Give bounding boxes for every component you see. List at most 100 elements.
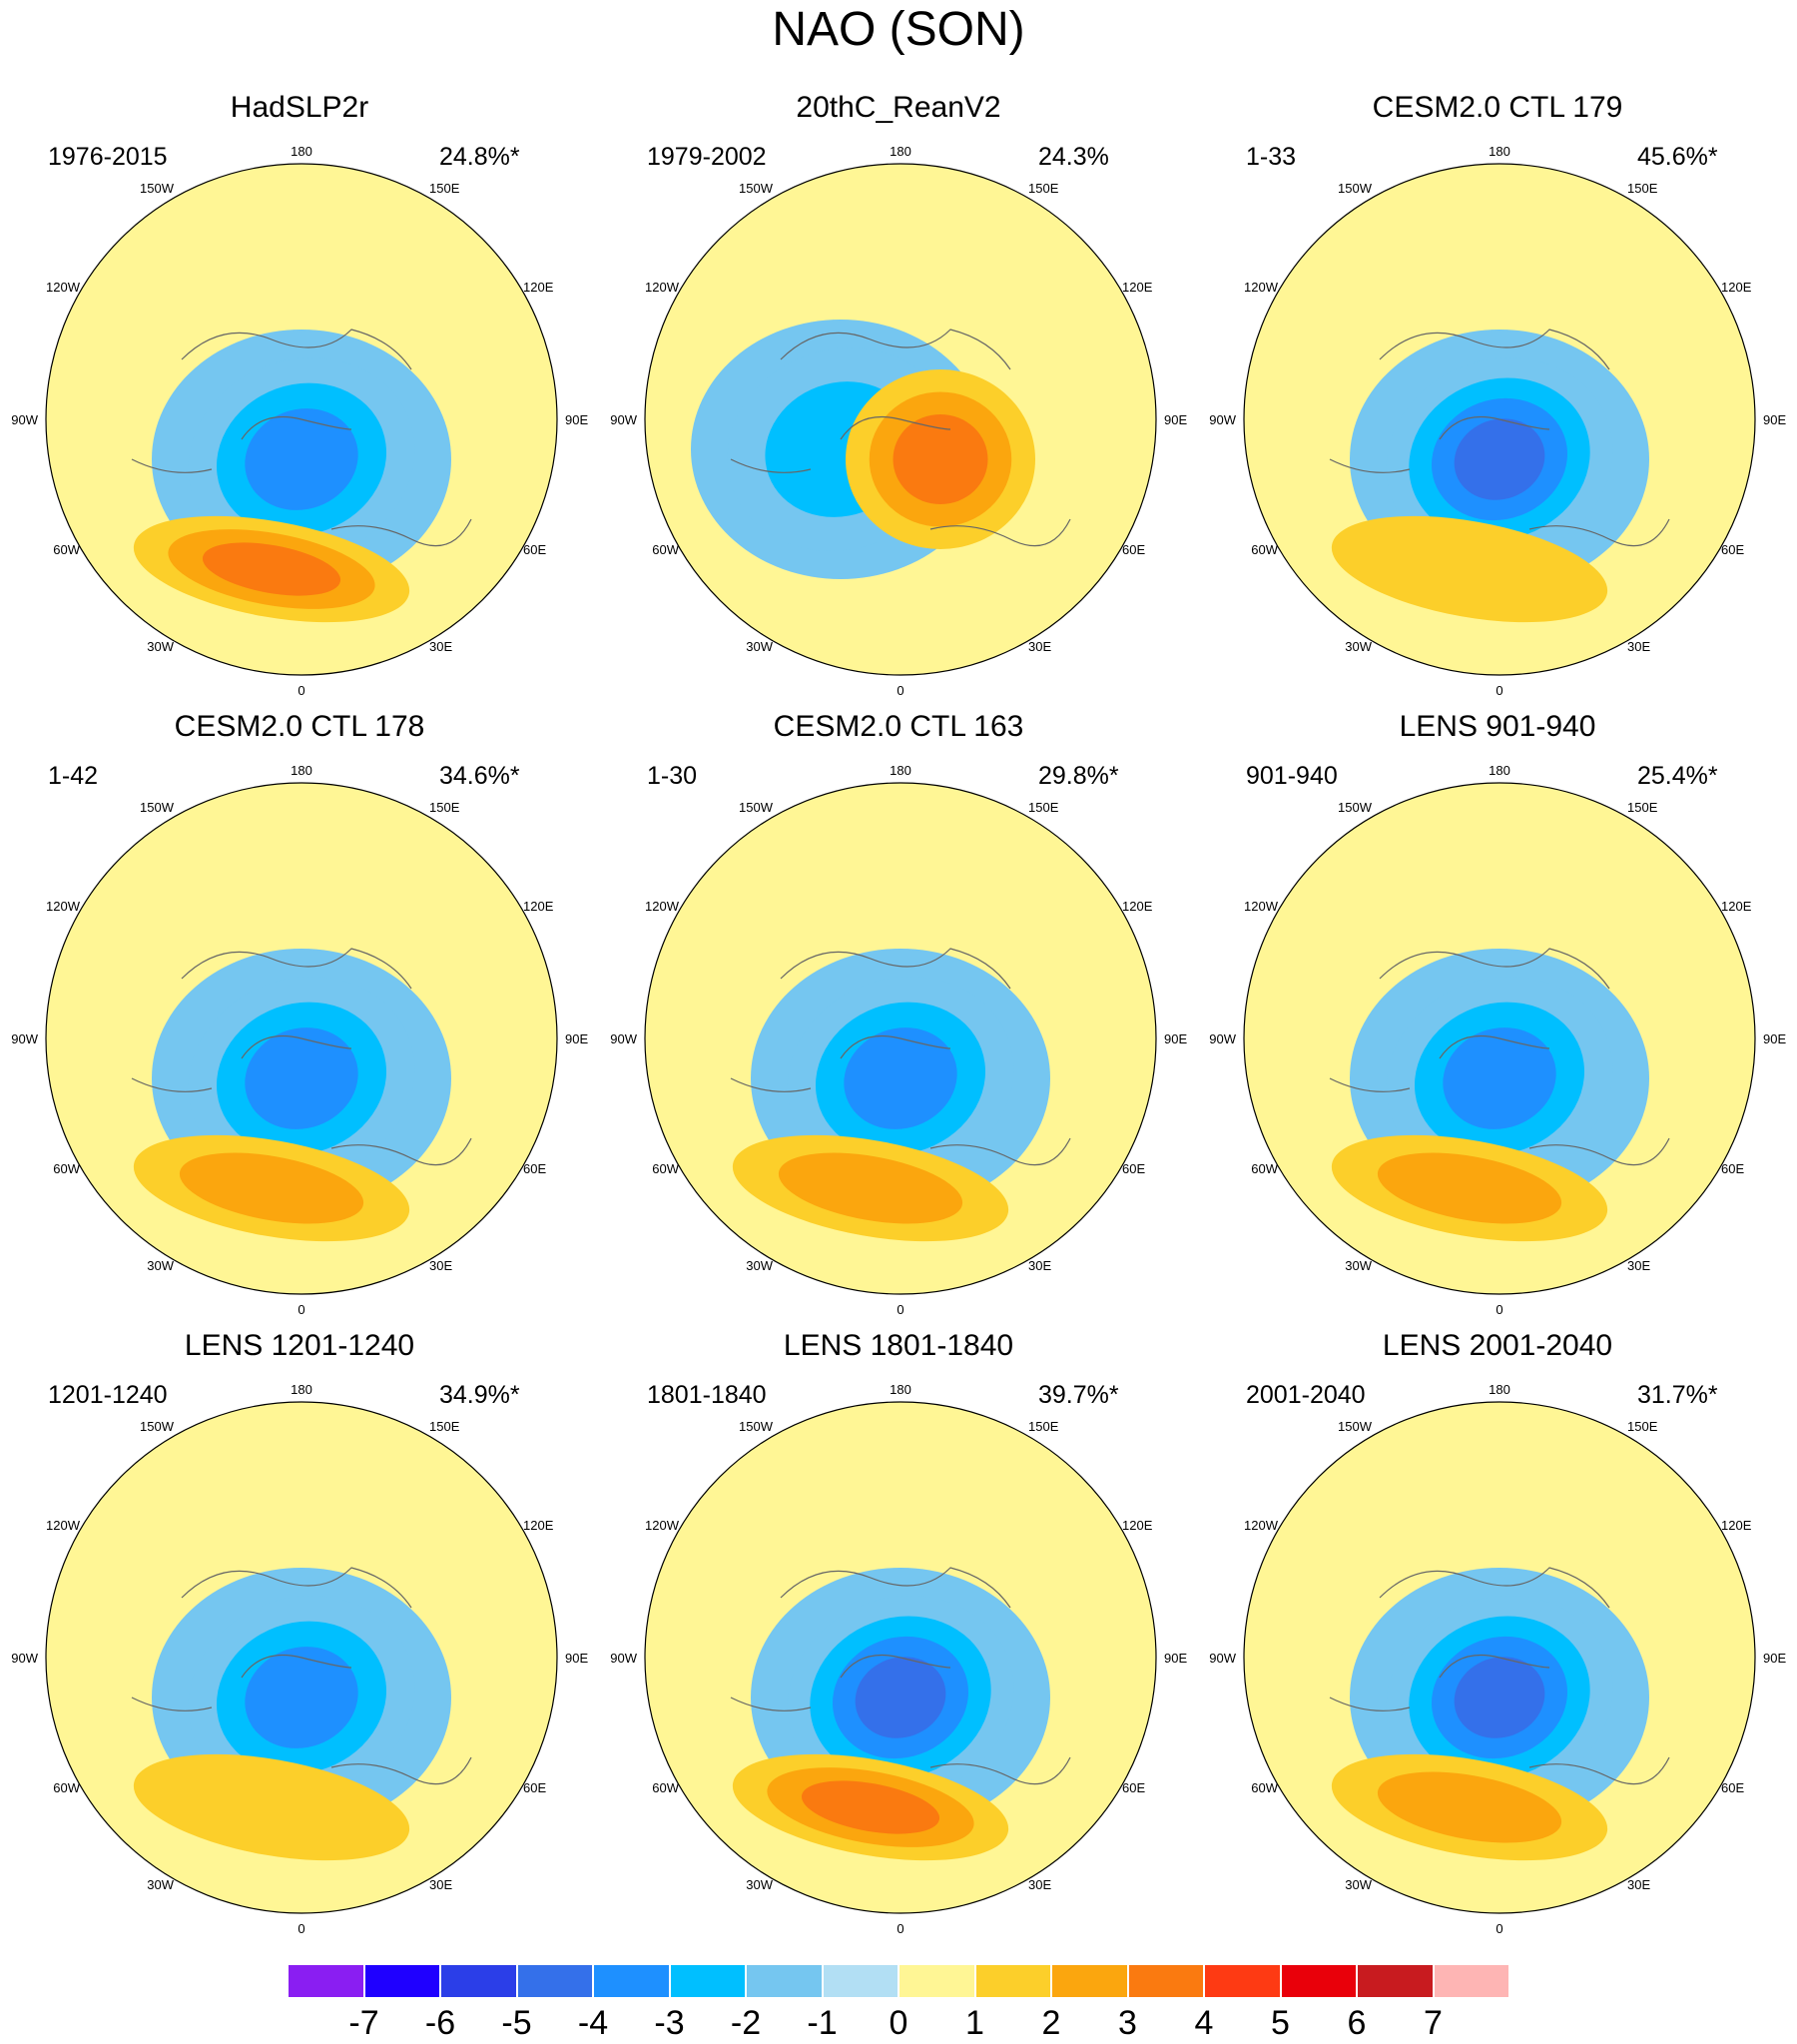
longitude-label: 90W [1209,412,1236,427]
longitude-label: 30W [1345,639,1372,654]
panel-title: HadSLP2r [230,91,369,124]
longitude-label: 60E [1122,1161,1145,1176]
panel-variance: 24.3% [1038,143,1109,171]
longitude-label: 90W [11,412,38,427]
field-contours [645,164,1156,675]
longitude-label: 150E [1028,181,1059,196]
map-panel: 180 150W 150E 120W 120E 90W 90E 60W 60E 30W 30E 0 LE… [599,1328,1198,1947]
colorbar-tick-label: 2 [1041,2004,1061,2042]
map-panel: 180 150W 150E 120W 120E 90W 90E 60W 60E 30W 30E 0 LE… [1198,709,1797,1328]
panel-variance: 34.6%* [439,762,520,790]
longitude-label: 30W [1345,1258,1372,1273]
longitude-label: 30W [147,639,174,654]
longitude-label: 60E [1721,542,1744,557]
map-panel: 180 150W 150E 120W 120E 90W 90E 60W 60E 30W 30E 0 LE… [0,1328,599,1947]
panel-period: 901-940 [1246,762,1338,790]
longitude-label: 150W [739,181,774,196]
panel-title: LENS 1801-1840 [783,1329,1014,1362]
longitude-label: 60W [53,542,80,557]
longitude-label: 120E [1122,899,1153,914]
colorbar-swatch [898,1964,975,1998]
colorbar-swatch [1204,1964,1281,1998]
colorbar-swatch [363,1964,440,1998]
map-border [1243,782,1756,1295]
longitude-label: 0 [298,1921,304,1936]
polar-map: 180 150W 150E 120W 120E 90W 90E 60W 60E 30W 30E 0 [1209,763,1786,1317]
panel-period: 1979-2002 [647,143,767,171]
longitude-label: 150E [429,181,460,196]
panel-period: 1-33 [1246,143,1297,171]
longitude-label: 180 [1489,1382,1510,1397]
panel-period: 1801-1840 [647,1381,767,1409]
polar-map: 180 150W 150E 120W 120E 90W 90E 60W 60E 30W 30E 0 [610,1382,1187,1936]
longitude-label: 30E [429,1258,452,1273]
colorbar-swatch [974,1964,1051,1998]
colorbar-tick-label: 6 [1347,2004,1367,2042]
colorbar-swatch [288,1964,364,1998]
longitude-label: 90W [610,1031,637,1046]
longitude-label: 150E [1627,181,1658,196]
longitude-label: 180 [890,144,911,159]
colorbar-tick-label: 5 [1271,2004,1290,2042]
panel-variance: 34.9%* [439,1381,520,1409]
field-contours [46,164,557,675]
polar-map: 180 150W 150E 120W 120E 90W 90E 60W 60E 30W 30E 0 [610,763,1187,1317]
map-border [1243,1401,1756,1914]
longitude-label: 120E [523,1518,554,1533]
field-contours [645,783,1156,1294]
colorbar-swatch [669,1964,746,1998]
longitude-label: 90W [11,1031,38,1046]
colorbar-tick-label: 3 [1118,2004,1137,2042]
longitude-label: 120W [645,1518,680,1533]
colorbar-tick-label: -6 [424,2004,456,2042]
panel-variance: 25.4%* [1637,762,1718,790]
map-border [45,1401,558,1914]
coastline [131,329,472,547]
longitude-label: 60W [53,1780,80,1795]
longitude-label: 150E [429,800,460,815]
field-contours [1244,1402,1755,1913]
negative-anomaly-level [1443,1027,1556,1129]
field-contours [645,1402,1156,1913]
negative-anomaly-level [1454,1657,1545,1738]
longitude-label: 120W [645,280,680,295]
longitude-label: 90E [1164,1031,1187,1046]
longitude-label: 0 [897,1921,903,1936]
longitude-label: 90W [1209,1651,1236,1666]
panel-period: 1-30 [647,762,698,790]
longitude-label: 60W [1251,1161,1278,1176]
map-panel: 180 150W 150E 120W 120E 90W 90E 60W 60E 30W 30E 0 CE… [1198,90,1797,709]
longitude-label: 90E [1763,412,1786,427]
colorbar-tick-label: -3 [654,2004,685,2042]
positive-anomaly-level [133,1753,410,1861]
longitude-label: 30E [1028,1877,1051,1892]
longitude-label: 150W [140,181,175,196]
longitude-label: 180 [1489,763,1510,778]
longitude-label: 90W [610,1651,637,1666]
longitude-label: 150W [1338,1419,1373,1434]
map-panel: 180 150W 150E 120W 120E 90W 90E 60W 60E 30W 30E 0 LE… [1198,1328,1797,1947]
longitude-label: 60W [53,1161,80,1176]
longitude-label: 30W [746,639,773,654]
longitude-label: 60W [652,1780,679,1795]
longitude-label: 60W [652,1161,679,1176]
longitude-label: 90E [565,412,588,427]
colorbar-swatch [1357,1964,1434,1998]
longitude-label: 90E [1763,1031,1786,1046]
longitude-label: 90E [1164,1651,1187,1666]
coastline [730,948,1071,1166]
longitude-label: 0 [897,1302,903,1317]
longitude-label: 30W [746,1258,773,1273]
longitude-label: 150E [1627,800,1658,815]
panel-title: CESM2.0 CTL 178 [174,710,425,743]
longitude-label: 180 [291,1382,312,1397]
positive-anomaly-level [778,1152,963,1224]
longitude-label: 150E [429,1419,460,1434]
longitude-label: 120E [523,280,554,295]
coastline [730,329,1071,547]
colorbar-tick-label: -5 [501,2004,532,2042]
longitude-label: 120W [1244,280,1279,295]
longitude-label: 150W [739,800,774,815]
map-panel: 180 150W 150E 120W 120E 90W 90E 60W 60E 30W 30E 0 CE… [599,709,1198,1328]
positive-anomaly-level [1331,515,1608,623]
